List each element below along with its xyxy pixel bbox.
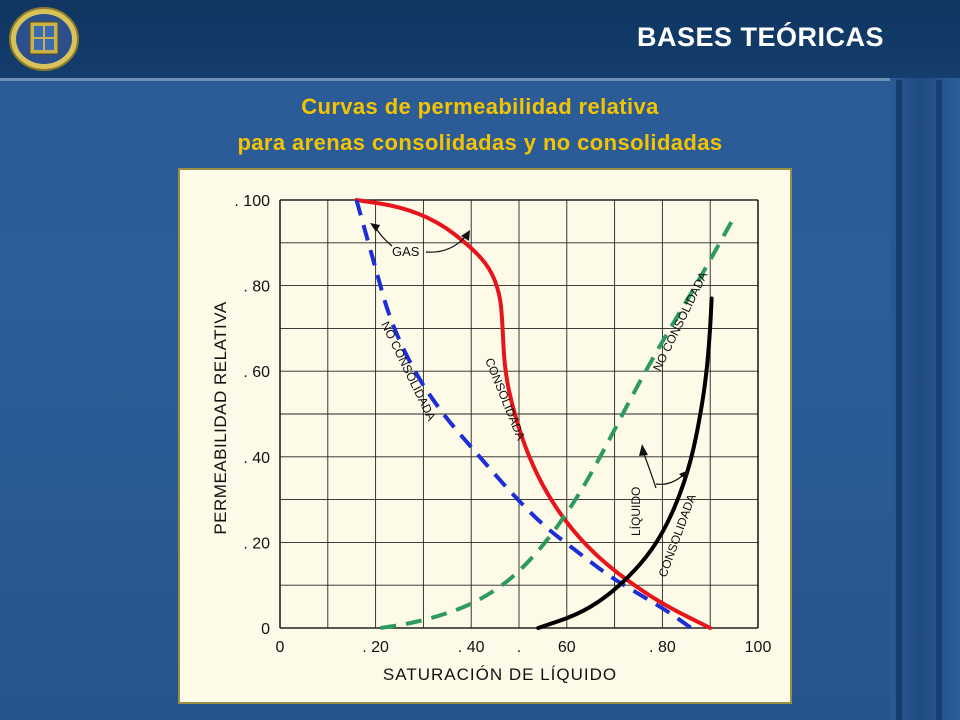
x-tick-label: . 20 (362, 639, 389, 656)
series-layer (354, 198, 736, 630)
annotation-liquid: LÍQUIDO (628, 487, 643, 536)
gas-arrow-right-head (461, 230, 470, 241)
relative-permeability-chart: 0 . 20 . 40. 60 . 80 100 0 . 20 . 40 . 60 . 80 . 10… (211, 193, 771, 684)
y-tick-label: . 80 (243, 279, 270, 296)
slide-subtitle-line1: Curvas de permeabilidad relativa (301, 94, 659, 119)
decorative-stripe (896, 80, 902, 720)
tick-labels: 0 . 20 . 40. 60 . 80 100 0 . 20 . 40 . 60 . 80 . 10… (234, 193, 771, 656)
x-tick-label: 0 (276, 639, 285, 656)
chart-grid (279, 199, 759, 629)
header-bar: BASES TEÓRICAS (0, 0, 960, 81)
x-tick-label: 60 (558, 639, 576, 656)
y-axis-label: PERMEABILIDAD RELATIVA (211, 301, 230, 534)
label-unconsolidated-liquid: NO CONSOLIDADA (650, 269, 710, 373)
slide-subtitle-line2: para arenas consolidadas y no consolidad… (237, 130, 723, 155)
liquid-arrow-right-head (679, 470, 689, 480)
liquid-consolidated-curve (536, 296, 714, 630)
x-tick-label: . 80 (649, 639, 676, 656)
annotations: GAS LÍQUIDO NO CONSOLIDADA CONSOLIDADA N… (370, 223, 710, 579)
x-tick-label: . 40 (458, 639, 485, 656)
header-title: BASES TEÓRICAS (636, 22, 884, 52)
x-tick-label: . (517, 639, 521, 656)
chart-frame: 0 . 20 . 40. 60 . 80 100 0 . 20 . 40 . 60 . 80 . 10… (178, 168, 792, 704)
y-tick-label: . 60 (243, 364, 270, 381)
y-tick-label: . 100 (234, 193, 270, 210)
liquid-arrow-up-head (639, 444, 648, 456)
y-tick-label: . 20 (243, 535, 270, 552)
liquid-unconsolidated-curve (380, 216, 736, 630)
gas-arrow-right (425, 235, 467, 253)
liquid-arrow-right (655, 475, 683, 485)
gas-consolidated-curve (354, 198, 713, 630)
annotation-gas: GAS (392, 244, 420, 259)
gas-arrow-left-head (370, 223, 380, 232)
gas-unconsolidated-curve (354, 199, 693, 630)
institution-logo (9, 7, 79, 71)
decorative-stripe (936, 80, 942, 720)
liquid-arrow-up (643, 453, 657, 489)
x-axis-label: SATURACIÓN DE LÍQUIDO (383, 665, 617, 684)
y-tick-label: . 40 (243, 450, 270, 467)
x-tick-label: 100 (745, 639, 772, 656)
y-tick-label: 0 (261, 621, 270, 638)
